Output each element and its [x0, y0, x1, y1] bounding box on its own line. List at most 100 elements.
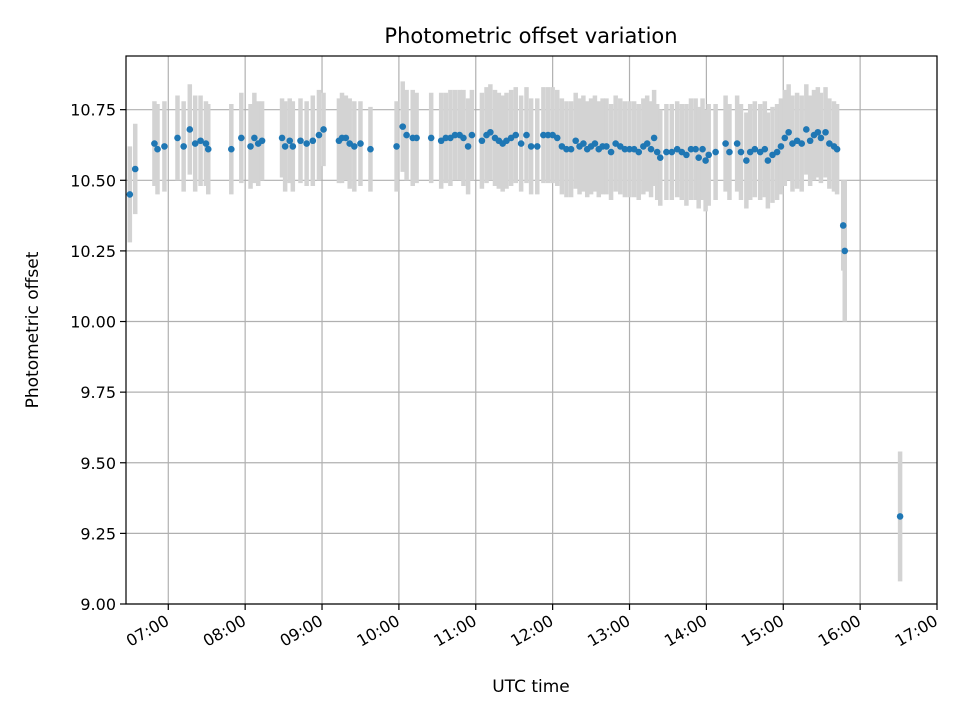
data-point: [695, 154, 702, 161]
data-point: [357, 140, 364, 147]
y-tick-label: 10.25: [70, 242, 116, 261]
x-axis-label: UTC time: [492, 677, 570, 697]
data-point: [635, 148, 643, 156]
chart-title: Photometric offset variation: [384, 24, 677, 48]
data-point: [131, 165, 139, 173]
data-point: [403, 131, 410, 139]
data-point: [309, 137, 317, 145]
data-point: [591, 140, 599, 147]
data-point: [427, 134, 435, 142]
y-axis-label: Photometric offset: [23, 251, 43, 408]
data-point: [722, 140, 729, 147]
data-point: [197, 137, 204, 145]
data-point: [351, 143, 358, 150]
data-point: [781, 134, 789, 142]
data-point: [692, 145, 699, 153]
data-point: [656, 154, 664, 161]
data-point: [607, 148, 615, 156]
data-point: [342, 134, 350, 142]
data-point: [297, 137, 304, 145]
data-point: [563, 145, 570, 153]
data-point: [174, 134, 181, 142]
data-point: [204, 145, 212, 153]
data-point: [603, 143, 610, 150]
data-point: [621, 145, 629, 153]
data-point: [278, 134, 286, 142]
data-point: [151, 140, 158, 147]
plot-frame: [125, 55, 938, 605]
data-point: [687, 145, 695, 153]
data-point: [743, 157, 750, 164]
data-point: [202, 140, 210, 147]
data-point: [228, 145, 235, 153]
data-point: [281, 143, 289, 150]
data-point: [367, 145, 374, 153]
data-point: [806, 137, 814, 145]
data-point: [413, 134, 420, 142]
data-point: [896, 513, 904, 520]
data-point: [643, 140, 651, 147]
data-point: [705, 151, 712, 159]
data-point: [814, 128, 822, 136]
data-point: [286, 137, 294, 145]
data-point: [647, 145, 655, 153]
data-point: [663, 148, 670, 156]
y-axis-ticks: 9.00 9.25 9.50 9.75 10.00 10.25 10.50 10.75: [70, 101, 126, 614]
data-point: [487, 128, 494, 136]
data-point: [572, 137, 580, 145]
data-point: [822, 128, 829, 136]
y-tick-label: 10.00: [70, 313, 116, 332]
data-point: [186, 126, 194, 133]
data-point: [393, 143, 400, 150]
data-point: [668, 148, 676, 156]
data-point: [726, 148, 733, 156]
data-point: [699, 145, 706, 153]
data-point: [773, 148, 781, 156]
data-point: [712, 148, 719, 156]
data-point: [315, 131, 323, 139]
data-point: [761, 145, 769, 153]
y-tick-label: 10.50: [70, 171, 116, 190]
data-point: [533, 143, 541, 150]
data-point: [399, 123, 407, 130]
data-point: [803, 126, 810, 133]
data-point: [161, 143, 168, 150]
data-point: [544, 131, 552, 139]
y-tick-label: 9.75: [80, 383, 116, 402]
data-point: [247, 143, 254, 150]
data-point: [527, 143, 535, 150]
data-point: [567, 145, 575, 153]
data-point: [580, 140, 587, 147]
data-point: [289, 143, 297, 150]
data-point: [841, 247, 849, 255]
data-point: [817, 134, 825, 142]
data-point: [517, 140, 525, 147]
data-point: [777, 143, 785, 150]
data-point: [320, 126, 327, 133]
y-tick-label: 9.00: [80, 595, 116, 614]
data-point: [839, 222, 847, 229]
data-point: [751, 145, 759, 153]
data-point: [653, 148, 661, 156]
data-point: [540, 131, 547, 139]
data-point: [702, 157, 709, 164]
data-point: [733, 140, 741, 147]
data-point: [650, 134, 658, 142]
data-point: [833, 145, 841, 153]
data-point: [251, 134, 258, 142]
data-point: [553, 134, 561, 142]
data-point: [523, 131, 530, 139]
data-point: [258, 137, 266, 145]
data-point: [303, 140, 310, 147]
data-point: [626, 145, 633, 153]
data-point: [798, 140, 806, 147]
data-point: [442, 134, 450, 142]
data-point: [512, 131, 520, 139]
data-point: [683, 151, 690, 159]
y-tick-label: 10.75: [70, 101, 116, 120]
data-point: [464, 143, 472, 150]
data-point: [785, 128, 792, 136]
data-point: [451, 131, 459, 139]
data-point: [126, 191, 134, 198]
